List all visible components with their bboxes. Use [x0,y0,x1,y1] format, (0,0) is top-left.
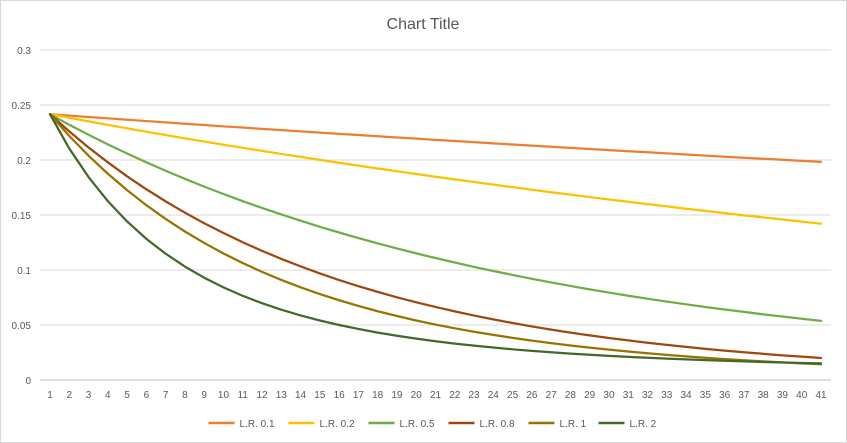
legend-label: L.R. 0.5 [400,419,435,430]
x-tick-label: 38 [758,390,770,401]
x-tick-label: 1 [47,390,53,401]
series-lines [48,113,823,366]
x-tick-label: 14 [295,390,307,401]
x-tick-label: 8 [182,390,188,401]
y-tick-label: 0.15 [12,211,32,222]
x-tick-label: 33 [661,390,673,401]
x-tick-label: 35 [700,390,712,401]
x-tick-label: 36 [719,390,731,401]
x-tick-label: 24 [488,390,500,401]
x-tick-label: 15 [314,390,326,401]
x-tick-label: 20 [411,390,423,401]
x-tick-label: 5 [124,390,130,401]
x-tick-label: 25 [507,390,519,401]
series-line-1 [48,113,823,163]
legend: L.R. 0.1 L.R. 0.2 L.R. 0.5 L.R. 0.8 L.R. 1 L.… [208,419,657,430]
legend-item: L.R. 0.5 [368,419,435,430]
x-tick-label: 13 [276,390,288,401]
legend-label: L.R. 2 [630,419,657,430]
legend-label: L.R. 1 [560,419,587,430]
y-tick-label: 0.3 [17,46,31,57]
x-tick-label: 12 [256,390,268,401]
legend-item: L.R. 0.2 [288,419,355,430]
series-line-3 [48,113,823,322]
x-tick-label: 21 [430,390,442,401]
x-axis-ticks: 1 2 3 4 5 6 7 8 9 10 11 12 13 14 15 16 17 18 19 20 21 22 23 24 2… [47,390,827,401]
y-tick-label: 0.05 [12,321,32,332]
x-tick-label: 39 [777,390,789,401]
x-tick-label: 26 [526,390,538,401]
x-tick-label: 32 [642,390,654,401]
legend-label: L.R. 0.2 [320,419,355,430]
x-tick-label: 18 [372,390,384,401]
x-tick-label: 6 [144,390,150,401]
x-tick-label: 37 [738,390,750,401]
legend-item: L.R. 0.1 [208,419,275,430]
x-tick-label: 7 [163,390,169,401]
x-tick-label: 22 [449,390,461,401]
legend-label: L.R. 0.8 [480,419,515,430]
x-tick-label: 31 [623,390,635,401]
series-line-2 [48,113,823,225]
x-tick-label: 27 [546,390,558,401]
x-tick-label: 9 [201,390,207,401]
x-tick-label: 23 [468,390,480,401]
x-tick-label: 19 [391,390,403,401]
y-tick-label: 0.2 [17,156,31,167]
legend-item: L.R. 0.8 [448,419,515,430]
x-tick-label: 41 [815,390,827,401]
x-tick-label: 10 [218,390,230,401]
series-line-5 [48,113,823,366]
legend-item: L.R. 2 [598,419,657,430]
series-line-6 [48,113,823,365]
y-tick-label: 0.1 [17,266,31,277]
legend-item: L.R. 1 [528,419,587,430]
x-tick-label: 16 [334,390,346,401]
y-tick-label: 0.25 [12,101,32,112]
x-tick-label: 40 [796,390,808,401]
x-tick-label: 2 [66,390,72,401]
x-tick-label: 29 [584,390,596,401]
x-tick-label: 17 [353,390,365,401]
chart-title: Chart Title [387,16,460,33]
grid-lines [40,49,831,381]
x-tick-label: 4 [105,390,111,401]
y-tick-label: 0 [25,376,31,387]
x-tick-label: 30 [603,390,615,401]
y-axis-ticks: 0 0.05 0.1 0.15 0.2 0.25 0.3 [12,46,32,387]
legend-label: L.R. 0.1 [240,419,275,430]
x-tick-label: 3 [86,390,92,401]
x-tick-label: 11 [238,390,249,401]
x-tick-label: 28 [565,390,577,401]
x-tick-label: 34 [681,390,693,401]
series-line-4 [48,113,823,360]
